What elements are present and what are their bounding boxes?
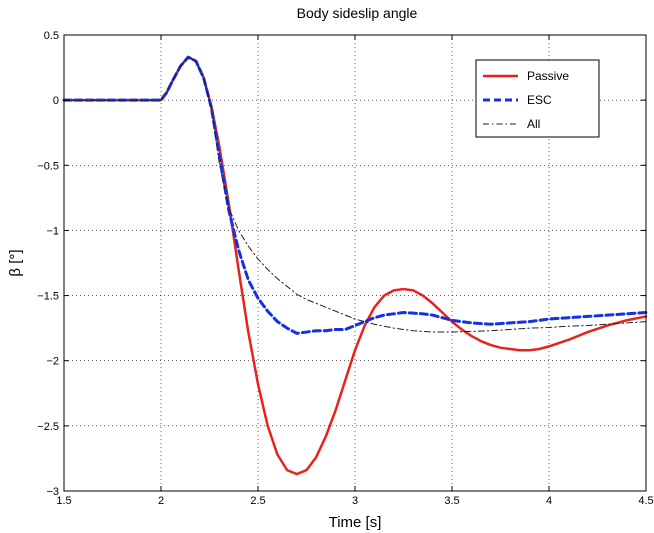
x-tick-label: 3 xyxy=(352,495,358,507)
x-tick-label: 2.5 xyxy=(250,495,265,507)
x-axis-title: Time [s] xyxy=(329,514,382,531)
series-line-all xyxy=(63,56,647,333)
x-tick-label: 1.5 xyxy=(56,495,71,507)
x-tick-label: 4.5 xyxy=(638,495,653,507)
y-tick-label: −2 xyxy=(46,356,59,368)
series-lines xyxy=(62,55,648,476)
y-tick-label: −3 xyxy=(46,486,59,498)
axis-ticks: 1.5 2 2.5 3 3.5 4 4.5 −3 −2.5 −2 −1.5 −1 −0.5 0 0.5 xyxy=(37,30,653,507)
legend-label-esc: ESC xyxy=(527,93,552,107)
y-tick-label: −2.5 xyxy=(37,421,59,433)
legend-label-passive: Passive xyxy=(527,69,569,83)
x-tick-label: 4 xyxy=(546,495,552,507)
legend-label-all: All xyxy=(527,117,540,131)
legend: Passive ESC All xyxy=(475,59,600,138)
x-tick-label: 2 xyxy=(158,495,164,507)
y-tick-label: 0 xyxy=(53,95,59,107)
x-tick-label: 3.5 xyxy=(444,495,459,507)
y-tick-label: −1.5 xyxy=(37,291,59,303)
y-tick-label: −1 xyxy=(46,225,59,237)
y-tick-label: −0.5 xyxy=(37,160,59,172)
y-tick-label: 0.5 xyxy=(44,30,59,42)
y-axis-title: β [°] xyxy=(7,249,24,276)
chart-title: Body sideslip angle xyxy=(297,5,418,21)
